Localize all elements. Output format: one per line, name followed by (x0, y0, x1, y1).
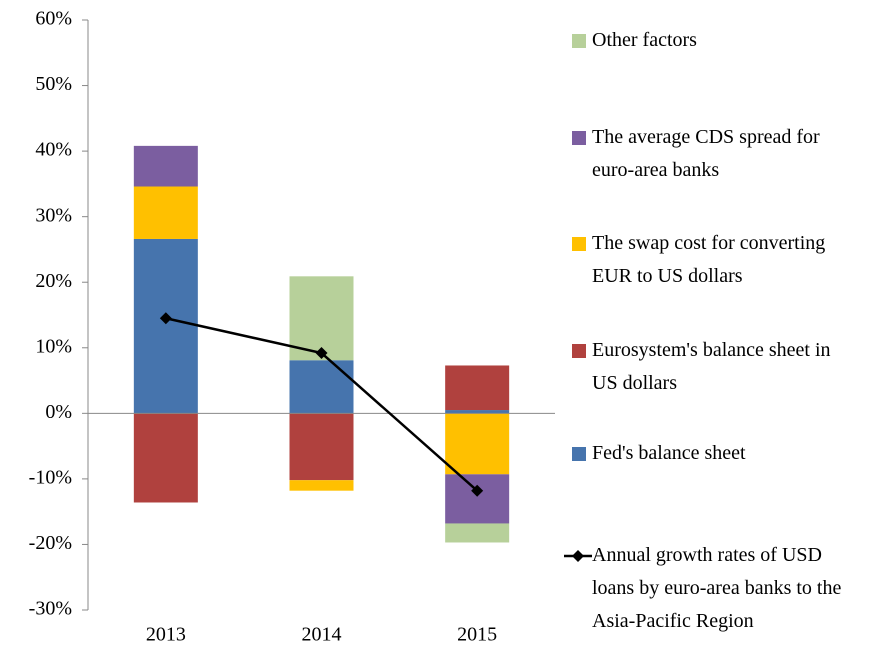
legend-swatch (572, 344, 586, 358)
bar-segment (445, 410, 510, 414)
legend-swatch (572, 131, 586, 145)
x-tick-label: 2014 (302, 624, 342, 646)
y-tick-label: 60% (35, 8, 72, 30)
y-tick-label: -30% (29, 598, 72, 620)
y-tick-label: 40% (35, 139, 72, 161)
bar-segment (445, 523, 510, 543)
legend-marker (572, 550, 584, 562)
bar-segment (133, 186, 198, 239)
y-tick-label: -20% (29, 532, 72, 554)
bar-segment (445, 474, 510, 524)
x-tick-label: 2013 (146, 624, 186, 646)
x-tick-label: 2015 (457, 624, 497, 646)
legend-label: The swap cost for converting EUR to US d… (592, 232, 826, 287)
legend-label: Other factors (592, 29, 697, 51)
bar-segment (289, 276, 354, 361)
bar-segment (289, 360, 354, 414)
bar-segment (289, 480, 354, 491)
legend-label: The average CDS spread for euro-area ban… (592, 126, 820, 181)
legend-label: Fed's balance sheet (592, 442, 746, 464)
line-marker (159, 312, 172, 325)
legend-swatch (572, 34, 586, 48)
bar-segment (133, 413, 198, 503)
bar-segment (445, 413, 510, 475)
y-tick-label: 20% (35, 270, 72, 292)
y-tick-label: 30% (35, 204, 72, 226)
legend-label: Annual growth rates of USD loans by euro… (592, 544, 842, 632)
bar-segment (133, 145, 198, 187)
bar-segment (289, 413, 354, 481)
bar-segment (445, 365, 510, 411)
bar-segment (133, 238, 198, 414)
line-marker (315, 347, 328, 360)
line-marker (471, 484, 484, 497)
y-tick-label: 0% (45, 401, 72, 423)
legend-label: Eurosystem's balance sheet in US dollars (592, 339, 831, 394)
legend-swatch (572, 447, 586, 461)
y-tick-label: 10% (35, 335, 72, 357)
y-tick-label: -10% (29, 466, 72, 488)
legend-swatch (572, 237, 586, 251)
y-tick-label: 50% (35, 73, 72, 95)
